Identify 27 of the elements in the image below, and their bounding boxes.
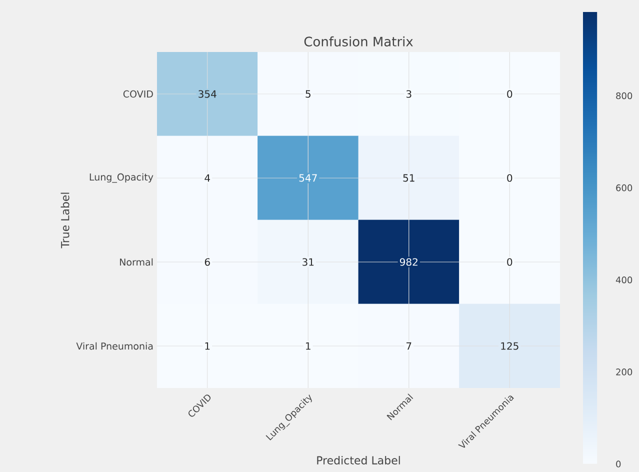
data-label: 0 <box>507 258 512 266</box>
y-tick-label: COVID <box>123 90 153 98</box>
color-bar-label: 200 <box>616 368 632 376</box>
data-label: 31 <box>302 258 314 266</box>
data-label: 125 <box>501 342 518 350</box>
color-bar-label: 0 <box>616 460 621 468</box>
data-label: 5 <box>306 90 310 98</box>
data-label: 3 <box>406 90 412 98</box>
data-label: 6 <box>204 258 210 266</box>
y-tick-label: Normal <box>120 258 153 266</box>
color-bar-label: 600 <box>616 184 632 192</box>
data-label: 1 <box>205 342 210 350</box>
color-bar-label: 800 <box>616 92 632 100</box>
y-axis-title: True Label <box>60 192 70 248</box>
data-label: 982 <box>400 258 418 266</box>
y-tick-label: Lung_Opacity <box>90 173 154 183</box>
data-label: 1 <box>306 342 310 350</box>
data-label: 0 <box>507 174 512 182</box>
chart-title: Confusion Matrix <box>304 36 413 46</box>
data-label: 51 <box>403 174 414 182</box>
data-label: 0 <box>507 90 512 98</box>
x-axis-title: Predicted Label <box>317 456 400 464</box>
color-bar-label: 400 <box>616 276 632 284</box>
data-label: 547 <box>299 174 317 182</box>
data-label: 354 <box>198 90 216 98</box>
y-tick-label: Viral Pneumonia <box>76 342 153 350</box>
data-label: 4 <box>204 174 210 182</box>
